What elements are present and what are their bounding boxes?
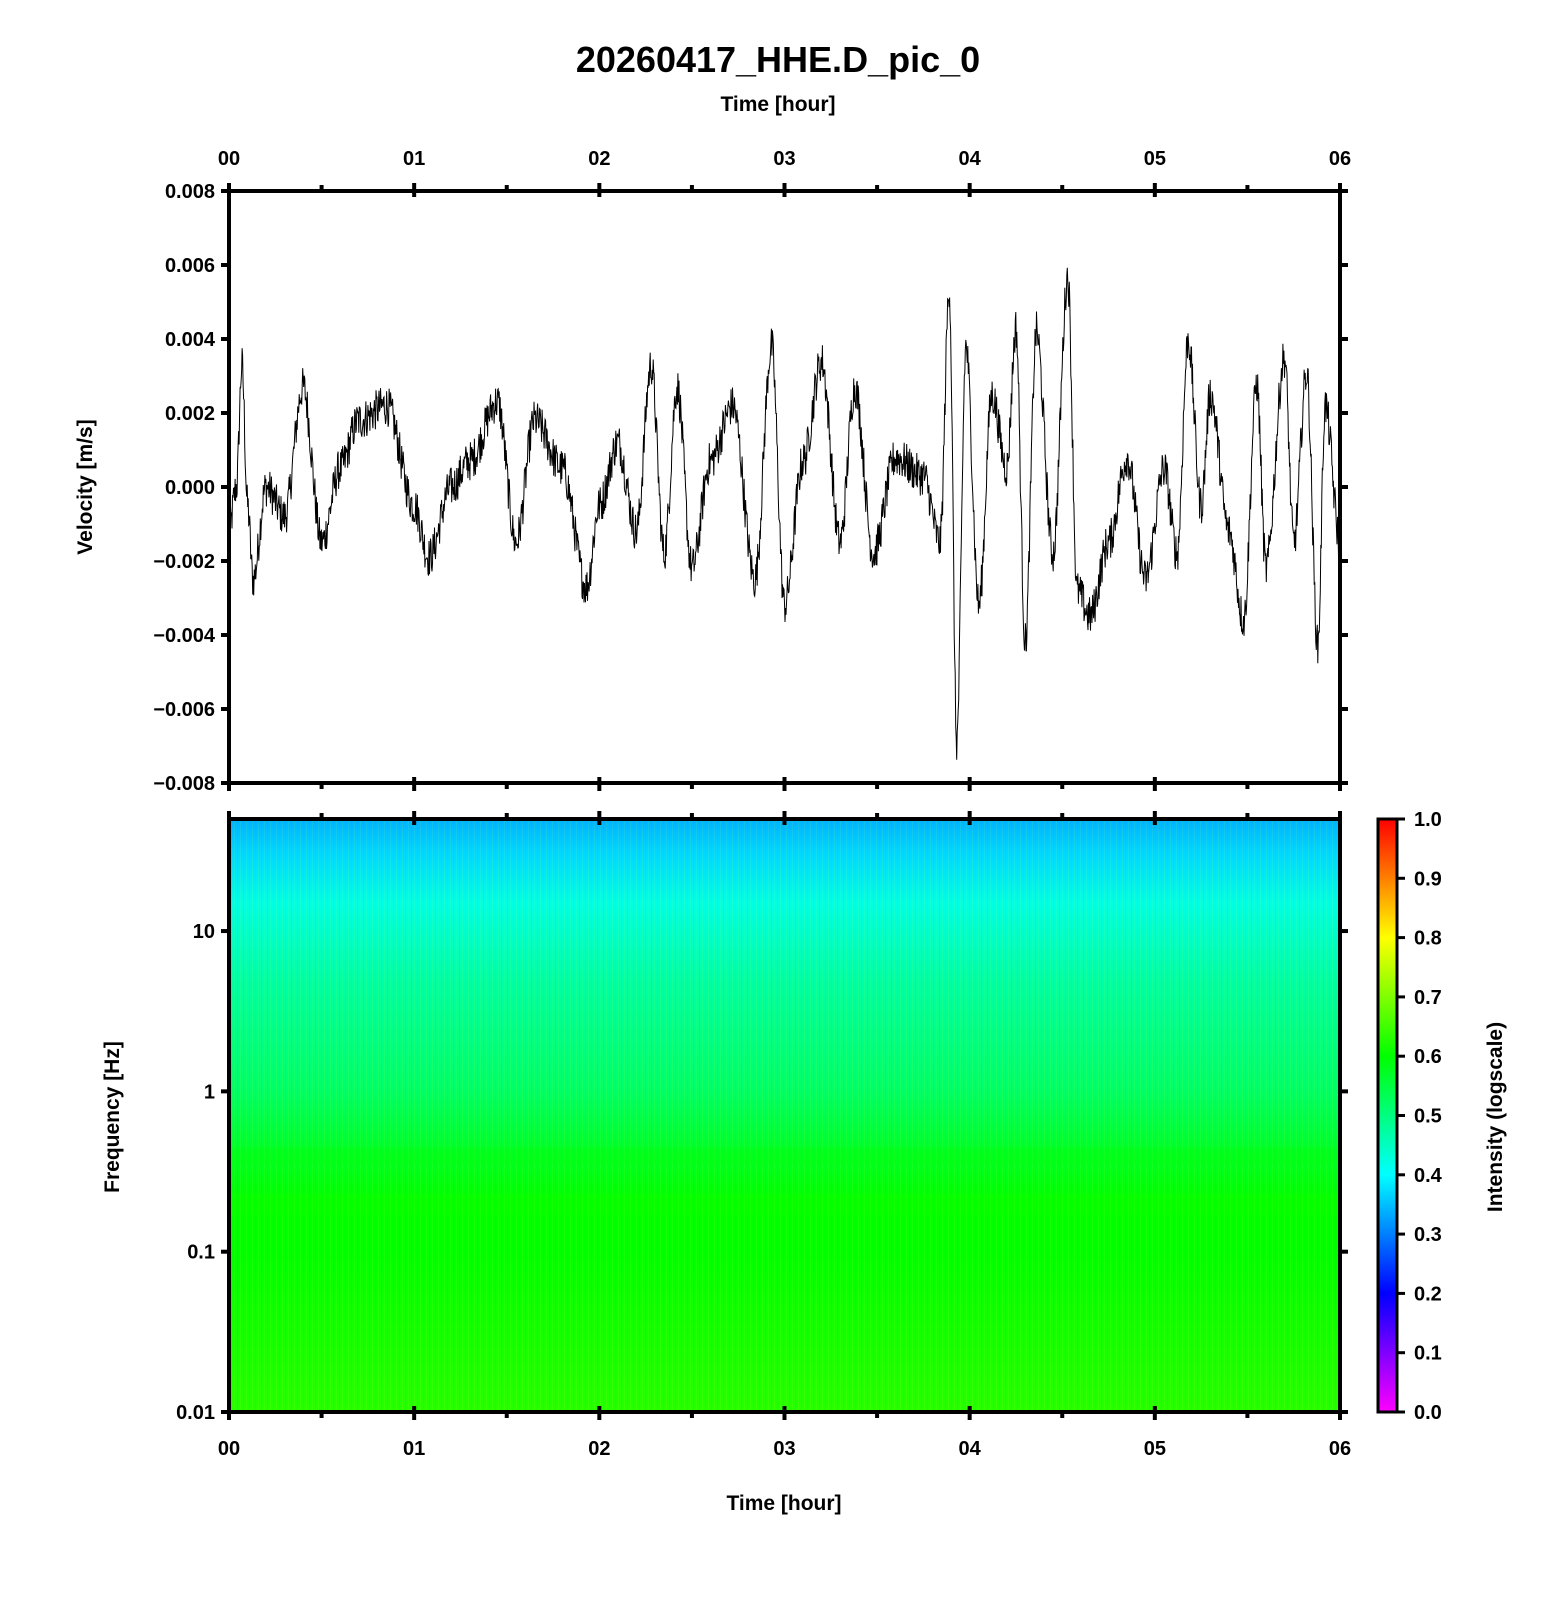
colorbar-ticks: 0.0 0.1 0.2 0.3 0.4 0.5 0.6 0.7 0.8 0.9 1.0 — [1397, 809, 1443, 1424]
top-time-tick-label: 05 — [1144, 148, 1166, 170]
velocity-axis-label: Velocity [m/s] — [74, 419, 97, 554]
top-time-tick-label: 01 — [403, 148, 425, 170]
colorbar-tick-label: 0.4 — [1414, 1165, 1443, 1187]
bottom-time-tick-label: 00 — [218, 1438, 240, 1460]
bottom-time-tick-label: 04 — [959, 1438, 982, 1460]
velocity-tick-label: −0.004 — [153, 625, 216, 647]
velocity-tick-label: 0.008 — [165, 181, 215, 203]
colorbar-tick-label: 1.0 — [1414, 809, 1442, 831]
top-time-tick-label: 02 — [588, 148, 610, 170]
velocity-tick-label: −0.002 — [153, 551, 215, 573]
waveform-x-ticks: 00 01 02 03 04 05 06 — [218, 148, 1351, 791]
colorbar-tick-label: 0.6 — [1414, 1046, 1442, 1068]
colorbar: 0.0 0.1 0.2 0.3 0.4 0.5 0.6 0.7 0.8 0.9 1.0 Intens… — [1376, 809, 1507, 1424]
bottom-time-tick-label: 03 — [773, 1438, 795, 1460]
colorbar-gradient-bar — [1378, 819, 1397, 1412]
top-time-tick-label: 00 — [218, 148, 240, 170]
colorbar-tick-label: 0.0 — [1414, 1402, 1442, 1424]
colorbar-label: Intensity (logscale) — [1484, 1022, 1507, 1212]
velocity-tick-label: −0.006 — [153, 699, 215, 721]
colorbar-tick-label: 0.3 — [1414, 1224, 1442, 1246]
top-time-tick-label: 06 — [1329, 148, 1351, 170]
spectrogram-band — [229, 1193, 1340, 1215]
velocity-tick-label: 0.000 — [165, 477, 215, 499]
spectrogram-band — [229, 1146, 1340, 1165]
figure-title: 20260417_HHE.D_pic_0 — [576, 39, 980, 80]
top-time-axis-label: Time [hour] — [720, 93, 835, 116]
colorbar-tick-label: 0.1 — [1414, 1343, 1442, 1365]
bottom-time-tick-label: 06 — [1329, 1438, 1351, 1460]
frequency-axis-label: Frequency [Hz] — [101, 1041, 124, 1193]
colorbar-tick-label: 0.5 — [1414, 1106, 1442, 1128]
frequency-tick-label: 0.1 — [187, 1242, 215, 1264]
velocity-tick-label: −0.008 — [153, 773, 215, 795]
colorbar-tick-label: 0.9 — [1414, 868, 1442, 890]
colorbar-tick-label: 0.8 — [1414, 928, 1442, 950]
bottom-time-tick-label: 05 — [1144, 1438, 1166, 1460]
velocity-tick-label: 0.004 — [165, 329, 216, 351]
frequency-tick-label: 1 — [204, 1081, 215, 1103]
colorbar-tick-label: 0.2 — [1414, 1283, 1442, 1305]
spectrogram-y-ticks: 0.01 0.1 1 10 — [176, 921, 1348, 1424]
top-time-tick-label: 04 — [959, 148, 982, 170]
frequency-tick-label: 10 — [193, 921, 215, 943]
spectrogram-bands — [229, 1146, 1340, 1215]
bottom-time-axis-label: Time [hour] — [726, 1492, 841, 1515]
top-time-tick-label: 03 — [773, 148, 795, 170]
spectrogram-panel: 00 01 02 03 04 05 06 0.01 0.1 1 10 Frequency [Hz]… — [101, 811, 1351, 1515]
bottom-time-tick-label: 02 — [588, 1438, 610, 1460]
frequency-tick-label: 0.01 — [176, 1402, 215, 1424]
velocity-tick-label: 0.002 — [165, 403, 215, 425]
bottom-time-tick-label: 01 — [403, 1438, 425, 1460]
waveform-frame — [227, 189, 1342, 785]
waveform-panel: 00 01 02 03 04 05 06 −0.008−0.006−0.004−0.0020… — [74, 148, 1351, 795]
spectrogram-x-ticks: 00 01 02 03 04 05 06 — [218, 811, 1351, 1460]
velocity-tick-label: 0.006 — [165, 255, 215, 277]
spectrogram-texture — [229, 819, 1340, 1412]
colorbar-tick-label: 0.7 — [1414, 987, 1442, 1009]
waveform-trace — [228, 267, 1341, 760]
